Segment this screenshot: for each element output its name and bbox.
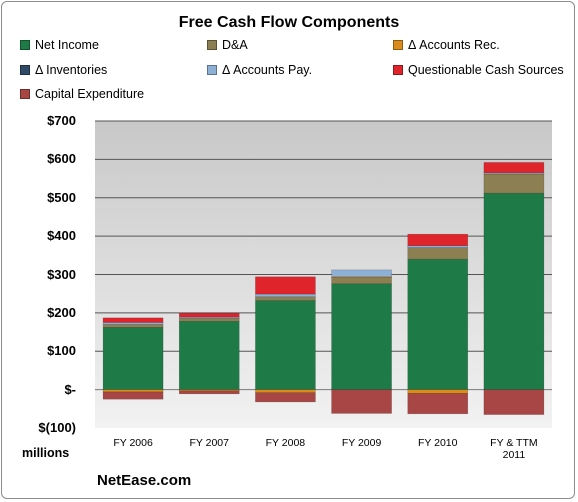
bar-segment [407, 258, 469, 390]
bar-segment [483, 173, 545, 194]
legend-swatch [20, 89, 30, 99]
legend-entry: Δ Inventories [20, 63, 107, 77]
bar-segment [255, 300, 316, 390]
bar-segment [102, 324, 164, 328]
legend-entry: Questionable Cash Sources [393, 63, 564, 77]
legend-label: Questionable Cash Sources [408, 63, 564, 77]
y-tick-label: $200 [47, 304, 76, 320]
bar-segment [102, 327, 164, 390]
legend-entry: Δ Accounts Pay. [207, 63, 312, 77]
legend-swatch [393, 65, 403, 75]
bar-segment [331, 283, 392, 390]
y-tick-label: $100 [47, 343, 76, 359]
bar-segment [407, 393, 469, 415]
bar-segment [407, 233, 469, 247]
y-tick-label: $500 [47, 189, 76, 205]
legend-label: D&A [222, 38, 248, 52]
x-tick-label: FY 2007 [189, 437, 229, 449]
legend-entry: Net Income [20, 38, 99, 52]
legend-entry: Δ Accounts Rec. [393, 38, 500, 52]
bar-segment [255, 276, 316, 295]
bar-segment [483, 389, 545, 415]
y-tick-label: $700 [47, 113, 76, 128]
bar-segment [102, 391, 164, 400]
legend-label: Δ Accounts Pay. [222, 63, 313, 77]
bar-segment [331, 389, 392, 414]
legend-label: Δ Inventories [35, 63, 108, 77]
bar-segment [255, 389, 316, 393]
bar-segment [178, 390, 240, 395]
chart-title: Free Cash Flow Components [178, 14, 400, 31]
legend-swatch [207, 65, 217, 75]
units-label: millions [22, 446, 70, 460]
bar-segment [255, 296, 316, 301]
x-tick-label: FY & TTM 2011 [490, 437, 538, 461]
bar-segment [178, 312, 240, 318]
bar-segment [331, 269, 392, 278]
bar-segment [483, 162, 545, 174]
x-tick-label: FY 2009 [341, 437, 382, 449]
y-tick-label: $300 [47, 266, 76, 282]
legend-label: Δ Accounts Rec. [408, 38, 500, 52]
legend-entry: D&A [207, 38, 248, 52]
y-tick-label: $400 [47, 228, 76, 244]
legend-entry: Capital Expenditure [20, 87, 144, 101]
bar-segment [407, 247, 469, 260]
legend-label: Net Income [35, 38, 99, 52]
bar-segment [102, 317, 164, 323]
y-tick-label: $(100) [38, 420, 76, 435]
source-footer: NetEase.com [97, 472, 192, 489]
gridlines [95, 120, 552, 391]
bar-segment [102, 389, 164, 393]
bar-segment [178, 321, 240, 390]
y-tick-label: $600 [47, 151, 76, 167]
legend-swatch [20, 65, 30, 75]
bar-segment [483, 192, 545, 390]
x-tick-label: FY 2006 [113, 437, 153, 449]
legend-swatch [207, 40, 217, 50]
bar-segment [178, 317, 240, 322]
legend-swatch [393, 40, 403, 50]
legend-label: Capital Expenditure [35, 87, 145, 101]
x-tick-label: FY 2010 [417, 437, 458, 449]
bar-segment [255, 392, 316, 403]
x-tick-label: FY 2008 [265, 437, 306, 449]
bar-segment [407, 389, 469, 394]
bars [102, 162, 545, 415]
bar-segment [331, 276, 392, 285]
legend-swatch [20, 40, 30, 50]
bar-segment [255, 293, 316, 298]
y-tick-label: $- [64, 381, 76, 397]
